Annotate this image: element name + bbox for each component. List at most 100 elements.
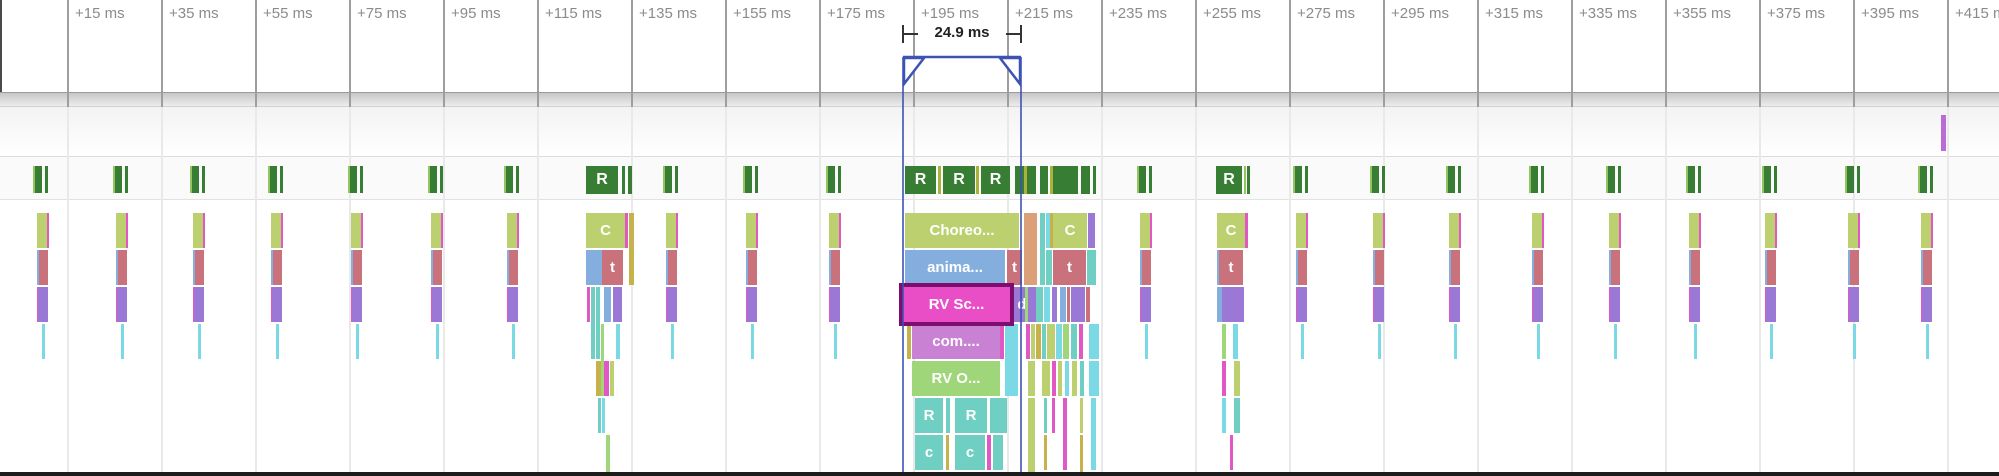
flame-block[interactable] [1765,287,1766,322]
flame-block[interactable] [1848,287,1849,322]
flame-block[interactable] [1026,324,1030,359]
flame-block[interactable] [1089,324,1099,359]
activity-bar[interactable] [1372,166,1379,193]
flame-block[interactable] [433,250,442,285]
activity-bar[interactable] [268,166,270,193]
flame-block[interactable] [121,324,124,359]
flame-block[interactable] [1222,287,1244,322]
activity-bar[interactable] [190,166,192,193]
flame-block[interactable] [1060,287,1066,322]
flame-block[interactable] [829,213,839,248]
flame-block[interactable] [625,213,628,248]
flame-block[interactable] [441,213,443,248]
flame-block[interactable] [1150,213,1152,248]
flame-block[interactable] [1858,213,1860,248]
flame-block[interactable] [1449,213,1459,248]
flame-block[interactable] [47,213,49,248]
flame-block[interactable] [1233,324,1238,359]
flame-block[interactable] [1609,287,1610,322]
flame-block[interactable] [668,250,677,285]
flame-block[interactable] [746,250,748,285]
flame-block[interactable] [517,213,519,248]
flame-block[interactable] [587,287,590,322]
flame-block[interactable] [1306,213,1308,248]
flame-block[interactable] [1036,287,1043,322]
activity-bar[interactable] [622,166,625,194]
activity-bar[interactable] [113,166,115,193]
activity-bar[interactable] [1930,166,1933,193]
flame-block[interactable] [1047,324,1055,359]
flame-block[interactable] [756,213,758,248]
flame-block[interactable] [1044,398,1047,433]
flame-block[interactable] [616,324,620,359]
activity-bar[interactable] [1608,166,1615,193]
collapsed-track-band[interactable] [0,92,1999,107]
flame-block[interactable]: C [586,213,625,248]
flame-block[interactable]: t [1219,250,1243,285]
flame-block[interactable] [1383,213,1385,248]
activity-bar[interactable] [1541,166,1544,193]
flame-block[interactable] [1031,324,1035,359]
flame-block[interactable] [194,287,204,322]
activity-bar[interactable] [1247,166,1250,194]
flame-block[interactable] [193,250,195,285]
flame-block[interactable] [1222,398,1226,433]
activity-bar[interactable] [1606,166,1608,193]
activity-bar[interactable] [1688,166,1695,193]
flame-block[interactable] [118,250,127,285]
flame-block[interactable] [1046,250,1052,285]
flame-block[interactable] [431,250,433,285]
flame-block[interactable] [1614,324,1617,359]
activity-bar[interactable] [360,166,363,193]
flame-block[interactable] [1853,324,1856,359]
flame-block[interactable] [193,213,203,248]
flame-block[interactable]: anima... [905,250,1005,285]
flame-block[interactable] [1926,324,1929,359]
flame-block[interactable] [676,213,678,248]
activity-bar[interactable] [1618,166,1621,193]
flame-block[interactable] [1537,324,1540,359]
flame-block[interactable] [747,287,757,322]
activity-bar[interactable] [1845,166,1847,193]
flame-block[interactable] [1086,287,1090,322]
flame-block[interactable] [1042,361,1050,396]
flame-block[interactable] [1063,324,1069,359]
flame-block[interactable] [1091,398,1096,470]
flame-block[interactable] [1142,250,1151,285]
flame-block[interactable] [993,435,1003,470]
flame-block[interactable] [271,213,281,248]
flame-block[interactable] [1025,287,1028,322]
flame-block[interactable] [746,213,756,248]
flame-block[interactable]: C [1053,213,1087,248]
flame-block[interactable] [671,324,674,359]
flame-block[interactable] [1042,324,1046,359]
activity-bar[interactable] [1137,166,1139,193]
flame-block[interactable] [610,361,614,396]
flame-block[interactable] [116,213,126,248]
flame-block[interactable] [1140,250,1142,285]
activity-bar[interactable] [1139,166,1146,193]
flame-block[interactable] [1532,213,1542,248]
flame-block[interactable] [831,250,840,285]
flame-block[interactable] [1222,324,1226,359]
flame-block[interactable] [1052,287,1057,322]
flame-block[interactable] [1080,435,1083,476]
flame-block[interactable] [1071,287,1085,322]
flame-block[interactable] [1532,287,1533,322]
flame-block[interactable] [509,250,518,285]
flame-block[interactable] [1699,213,1701,248]
activity-bar[interactable] [516,166,519,193]
flame-block[interactable] [1921,287,1922,322]
flame-block[interactable] [1024,213,1037,285]
flame-block[interactable] [1610,287,1620,322]
flame-block[interactable] [1071,324,1077,359]
flame-block[interactable] [667,287,677,322]
activity-bar[interactable] [504,166,506,193]
activity-bar[interactable] [35,166,42,193]
flame-block[interactable] [1065,361,1069,396]
flame-block[interactable] [42,324,45,359]
flame-block[interactable] [746,287,747,322]
flame-block[interactable] [1245,213,1248,248]
flame-block[interactable] [117,287,127,322]
flame-block[interactable] [598,398,601,433]
